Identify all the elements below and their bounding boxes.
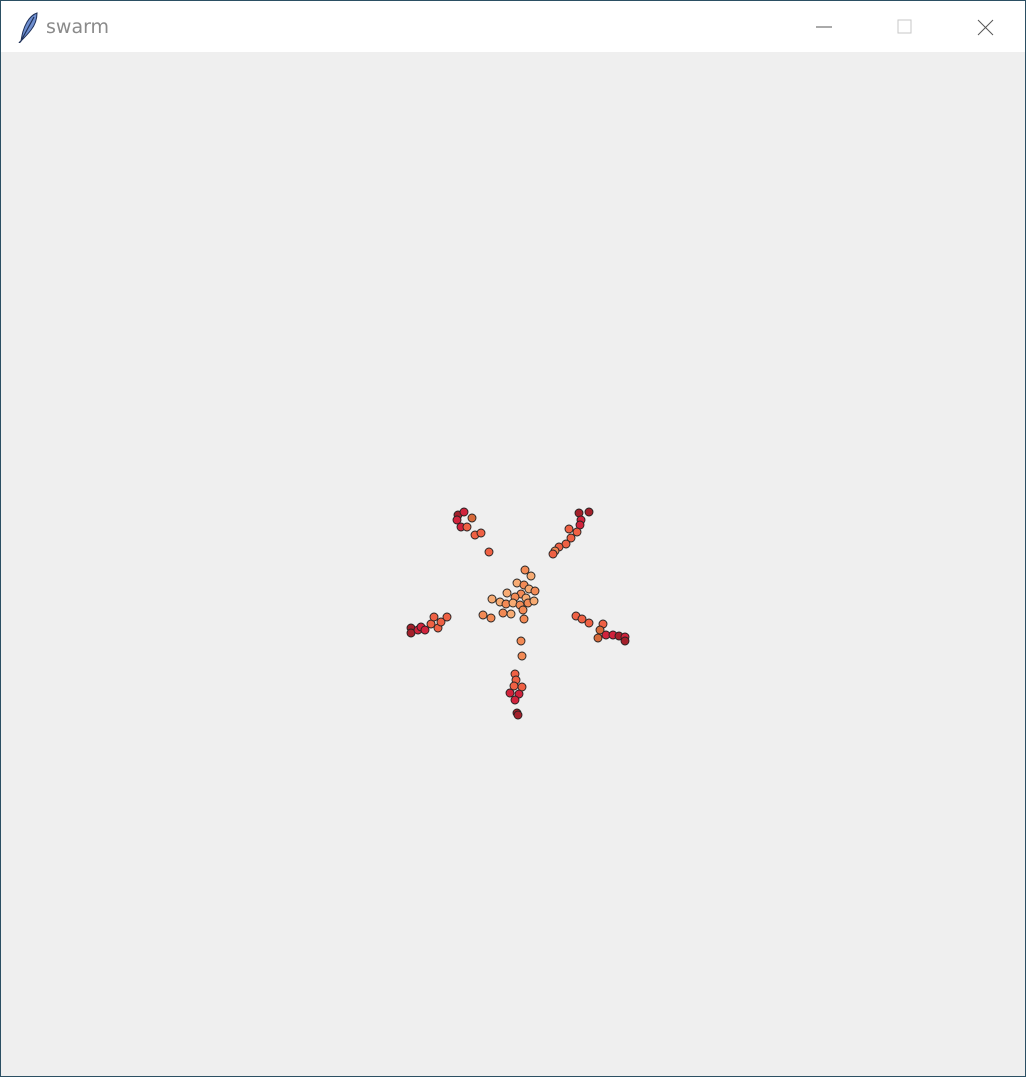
swarm-particles (406, 507, 630, 720)
close-button[interactable] (945, 1, 1025, 52)
particle (462, 522, 472, 532)
particle (530, 586, 540, 596)
particle (476, 528, 486, 538)
particle (467, 513, 477, 523)
particle (529, 596, 539, 606)
maximize-icon (897, 19, 912, 34)
particle (584, 618, 594, 628)
particle (526, 571, 536, 581)
particle (620, 636, 630, 646)
particle (436, 617, 446, 627)
tk-feather-icon (18, 12, 38, 43)
particle (420, 625, 430, 635)
particle (459, 507, 469, 517)
particle (498, 608, 508, 618)
maximize-button[interactable] (863, 1, 943, 52)
particle (516, 636, 526, 646)
particle (429, 612, 439, 622)
minimize-button[interactable] (781, 1, 861, 52)
window-title: swarm (46, 16, 110, 38)
particle (566, 533, 576, 543)
particle (502, 588, 512, 598)
particle (519, 614, 529, 624)
particle (572, 527, 582, 537)
particle (577, 614, 587, 624)
particle (452, 515, 462, 525)
particle (593, 633, 603, 643)
particle (548, 549, 558, 559)
particle (520, 565, 530, 575)
particle (584, 507, 594, 517)
particle (518, 605, 528, 615)
particle (486, 613, 496, 623)
particle (506, 609, 516, 619)
particle (505, 688, 515, 698)
particle (595, 625, 605, 635)
particle (442, 612, 452, 622)
particle (510, 695, 520, 705)
particle (478, 610, 488, 620)
particle (564, 524, 574, 534)
particle (513, 710, 523, 720)
particle (484, 547, 494, 557)
particle (514, 689, 524, 699)
swarm-canvas (1, 52, 1025, 1076)
close-icon (977, 19, 994, 36)
particle (517, 651, 527, 661)
particle (487, 594, 497, 604)
title-bar[interactable]: swarm (1, 1, 1025, 52)
